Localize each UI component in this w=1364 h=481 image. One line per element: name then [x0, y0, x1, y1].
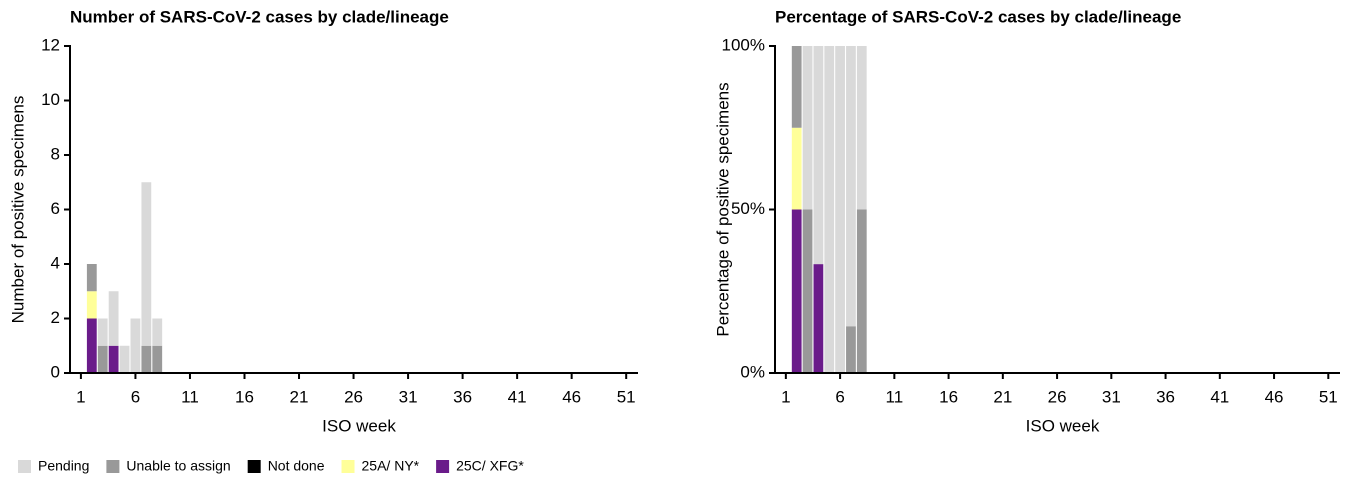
x-axis-label: ISO week	[1026, 416, 1100, 435]
bar-segment	[791, 209, 802, 373]
legend-label: Unable to assign	[126, 458, 230, 474]
bar-segment	[86, 318, 97, 373]
y-tick-label: 0	[51, 362, 60, 381]
x-axis-label: ISO week	[322, 416, 396, 435]
x-tick-label: 26	[1048, 387, 1067, 406]
bar-segment	[791, 127, 802, 210]
bar-segment	[802, 209, 813, 373]
x-tick-label: 26	[344, 387, 363, 406]
x-tick-label: 6	[835, 387, 844, 406]
x-tick-label: 21	[993, 387, 1012, 406]
y-tick-label: 10	[41, 90, 60, 109]
x-tick-label: 31	[399, 387, 418, 406]
x-tick-label: 31	[1102, 387, 1121, 406]
y-tick-label: 100%	[722, 35, 765, 54]
y-tick-label: 0%	[740, 362, 765, 381]
legend-swatch	[341, 460, 355, 473]
bar-segment	[152, 345, 163, 373]
y-tick-label: 6	[51, 199, 60, 218]
bar-segment	[813, 46, 824, 265]
y-tick-label: 4	[51, 253, 60, 272]
y-tick-label: 2	[51, 308, 60, 327]
bar-segment	[802, 46, 813, 210]
x-tick-label: 46	[562, 387, 581, 406]
x-tick-label: 16	[939, 387, 958, 406]
bar-segment	[108, 345, 119, 373]
bar-segment	[856, 209, 867, 373]
chart-title: Percentage of SARS-CoV-2 cases by clade/…	[775, 7, 1181, 26]
y-tick-label: 8	[51, 144, 60, 163]
x-tick-label: 51	[1319, 387, 1338, 406]
x-tick-label: 1	[76, 387, 85, 406]
bar-segment	[119, 345, 130, 373]
legend-label: Not done	[268, 458, 325, 474]
chart-title: Number of SARS-CoV-2 cases by clade/line…	[70, 7, 449, 26]
bar-segment	[108, 291, 119, 346]
x-tick-label: 36	[1156, 387, 1175, 406]
bar-segment	[141, 345, 152, 373]
x-tick-label: 41	[508, 387, 527, 406]
x-tick-label: 11	[181, 387, 199, 406]
x-tick-label: 21	[290, 387, 309, 406]
legend-label: 25C/ XFG*	[456, 458, 524, 474]
x-tick-label: 6	[131, 387, 140, 406]
x-tick-label: 16	[235, 387, 254, 406]
y-axis-label: Percentage of positive specimens	[713, 82, 732, 336]
bar-segment	[824, 46, 835, 373]
x-tick-label: 11	[886, 387, 904, 406]
legend-label: 25A/ NY*	[362, 458, 420, 474]
y-tick-label: 50%	[731, 199, 765, 218]
bar-segment	[97, 318, 108, 346]
bar-segment	[846, 326, 856, 373]
bar-segment	[86, 264, 97, 292]
y-axis-label: Number of positive specimens	[8, 96, 27, 324]
legend-swatch	[18, 460, 31, 473]
bar-segment	[856, 46, 867, 210]
x-tick-label: 36	[453, 387, 472, 406]
x-tick-label: 41	[1210, 387, 1229, 406]
x-tick-label: 51	[617, 387, 636, 406]
bar-segment	[141, 182, 152, 346]
bar-segment	[86, 291, 97, 319]
legend-swatch	[436, 460, 450, 473]
legend-swatch	[106, 460, 120, 473]
x-tick-label: 46	[1265, 387, 1284, 406]
y-tick-label: 12	[41, 35, 60, 54]
x-tick-label: 1	[781, 387, 790, 406]
bar-segment	[835, 46, 845, 373]
legend-swatch	[247, 460, 261, 473]
bar-segment	[813, 264, 824, 373]
bar-segment	[130, 318, 141, 373]
bar-segment	[791, 46, 802, 128]
bar-segment	[152, 318, 163, 346]
bar-segment	[97, 345, 108, 373]
legend-label: Pending	[38, 458, 89, 474]
bar-segment	[846, 46, 856, 327]
